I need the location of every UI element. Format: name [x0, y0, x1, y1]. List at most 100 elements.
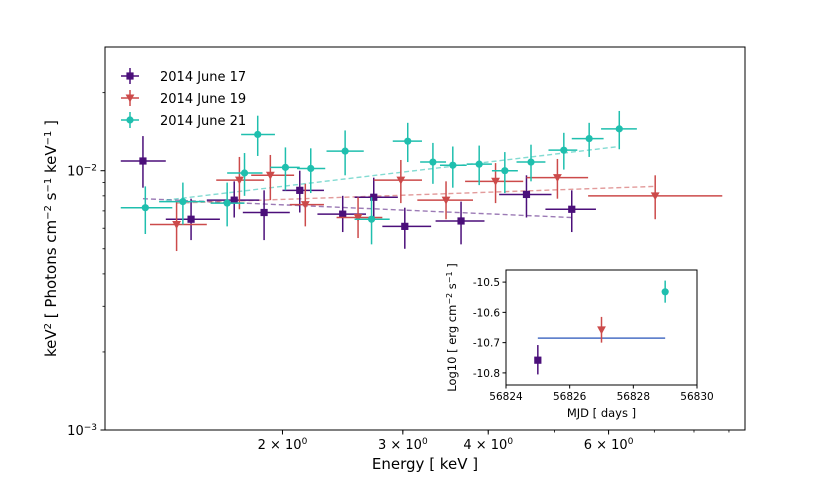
data-point	[429, 158, 437, 166]
label-segment: s	[445, 283, 459, 293]
legend-label: 2014 June 17	[160, 70, 246, 85]
main-plot-data	[120, 110, 723, 252]
inset-x-axis-label: MJD [ days ]	[567, 406, 636, 420]
inset-y-tick-label: -10.7	[473, 338, 500, 350]
data-point	[265, 171, 275, 180]
x-tick-label: 2 × 100	[258, 437, 308, 453]
label-segment: 10	[67, 165, 84, 180]
data-point	[296, 186, 304, 194]
inset-data-point	[597, 326, 606, 335]
legend-marker	[126, 72, 134, 80]
label-superscript: −2	[43, 205, 54, 220]
data-point	[404, 137, 412, 145]
data-point	[401, 222, 409, 230]
inset-data-point	[534, 356, 542, 364]
label-superscript: 0	[302, 437, 308, 447]
data-point	[527, 158, 535, 166]
data-point	[300, 201, 310, 210]
inset-plot: 56824 56826 56828 56830 -10.5 -10.6 -10.7 -10.8…	[445, 262, 716, 424]
data-point	[367, 215, 376, 223]
data-point	[187, 215, 195, 223]
x-tick-label: 3 × 100	[378, 437, 428, 453]
label-superscript: −2	[445, 293, 454, 305]
data-point	[230, 196, 238, 204]
label-segment: [ Photons cm	[42, 220, 60, 323]
data-point	[560, 146, 568, 154]
data-point	[396, 176, 406, 185]
y-tick-label: 10−3	[67, 423, 97, 439]
label-superscript: 2	[43, 323, 54, 329]
legend-marker	[126, 116, 134, 124]
inset-y-tick-label: -10.8	[473, 368, 500, 380]
data-point	[339, 210, 347, 218]
legend-label: 2014 June 21	[160, 114, 246, 129]
data-point	[179, 198, 187, 206]
label-segment: 4 × 10	[463, 438, 507, 453]
data-point	[139, 157, 147, 165]
inset-x-tick-label: 56826	[553, 391, 587, 403]
label-superscript: −2	[84, 164, 97, 174]
inset-y-tick-label: -10.6	[473, 307, 500, 319]
inset-x-tick-label: 56830	[680, 391, 713, 403]
data-point	[457, 217, 465, 225]
label-segment: s	[42, 192, 60, 205]
label-superscript: −1	[43, 131, 54, 146]
data-point	[553, 174, 562, 183]
y-minor-ticks	[102, 92, 105, 353]
inset-y-tick-label: -10.5	[473, 277, 500, 289]
series-2	[120, 110, 637, 245]
label-segment: ]	[445, 263, 459, 271]
label-superscript: 0	[507, 437, 513, 447]
data-point	[585, 134, 593, 143]
data-point	[501, 167, 509, 175]
label-superscript: −3	[84, 423, 97, 433]
data-point	[441, 196, 451, 205]
data-point	[341, 147, 349, 155]
label-segment: 10	[67, 424, 84, 439]
main-plot-frame	[104, 46, 746, 431]
y-axis-label: keV2 [ Photons cm−2 s−1 keV−1 ]	[42, 120, 60, 357]
x-tick-label: 6 × 100	[584, 437, 634, 453]
series-0	[120, 136, 596, 249]
x-tick-label: 4 × 100	[463, 437, 513, 453]
data-point	[522, 190, 531, 199]
inset-y-axis-label: Log10 [ erg cm−2 s−1 ]	[445, 263, 460, 391]
label-segment: Log10 [ erg cm	[445, 305, 459, 392]
data-point	[141, 204, 149, 212]
label-superscript: 0	[628, 437, 634, 447]
label-segment: 6 × 10	[584, 438, 628, 453]
inset-x-tick-label: 56824	[489, 391, 523, 403]
data-point	[449, 161, 457, 169]
series-1	[149, 154, 723, 252]
data-point	[475, 160, 483, 168]
data-point	[370, 193, 378, 201]
data-point	[568, 205, 576, 213]
inset-data-point	[661, 288, 669, 296]
data-point	[260, 208, 268, 217]
data-point	[254, 130, 262, 139]
data-point	[240, 169, 249, 177]
data-point	[353, 213, 363, 222]
label-segment: 3 × 10	[378, 438, 422, 453]
fit-line-2	[165, 145, 620, 201]
main-plot: 2 × 100 3 × 100 4 × 100 6 × 10010−210−3Ener…	[42, 46, 746, 473]
label-segment: keV	[42, 329, 60, 357]
label-segment: ]	[42, 120, 60, 131]
label-segment: 2 × 10	[258, 438, 302, 453]
data-point	[491, 177, 500, 186]
label-superscript: −1	[43, 178, 54, 193]
data-point	[281, 163, 290, 171]
legend-label: 2014 June 19	[160, 92, 246, 107]
data-point	[172, 221, 181, 229]
data-point	[615, 125, 623, 133]
label-segment: keV	[42, 145, 60, 178]
label-superscript: −1	[445, 271, 454, 283]
legend-marker	[125, 94, 135, 103]
x-axis-label: Energy [ keV ]	[372, 455, 478, 473]
data-point	[223, 199, 231, 207]
label-superscript: 0	[422, 437, 428, 447]
legend: 2014 June 17 2014 June 19 2014 June 21	[121, 68, 246, 129]
data-point	[307, 164, 315, 173]
